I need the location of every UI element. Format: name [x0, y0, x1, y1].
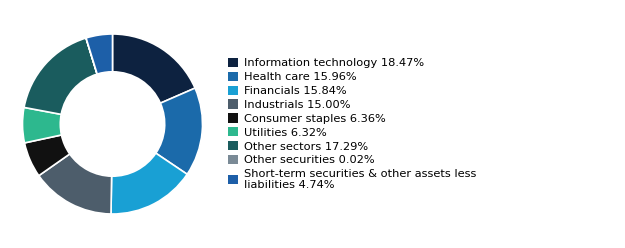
Wedge shape [24, 38, 97, 114]
Wedge shape [86, 34, 112, 74]
Wedge shape [156, 88, 202, 174]
Wedge shape [22, 107, 61, 143]
Wedge shape [112, 34, 195, 103]
Legend: Information technology 18.47%, Health care 15.96%, Financials 15.84%, Industrial: Information technology 18.47%, Health ca… [228, 58, 476, 190]
Wedge shape [24, 135, 70, 176]
Wedge shape [39, 154, 112, 214]
Wedge shape [86, 38, 97, 74]
Wedge shape [111, 153, 187, 214]
